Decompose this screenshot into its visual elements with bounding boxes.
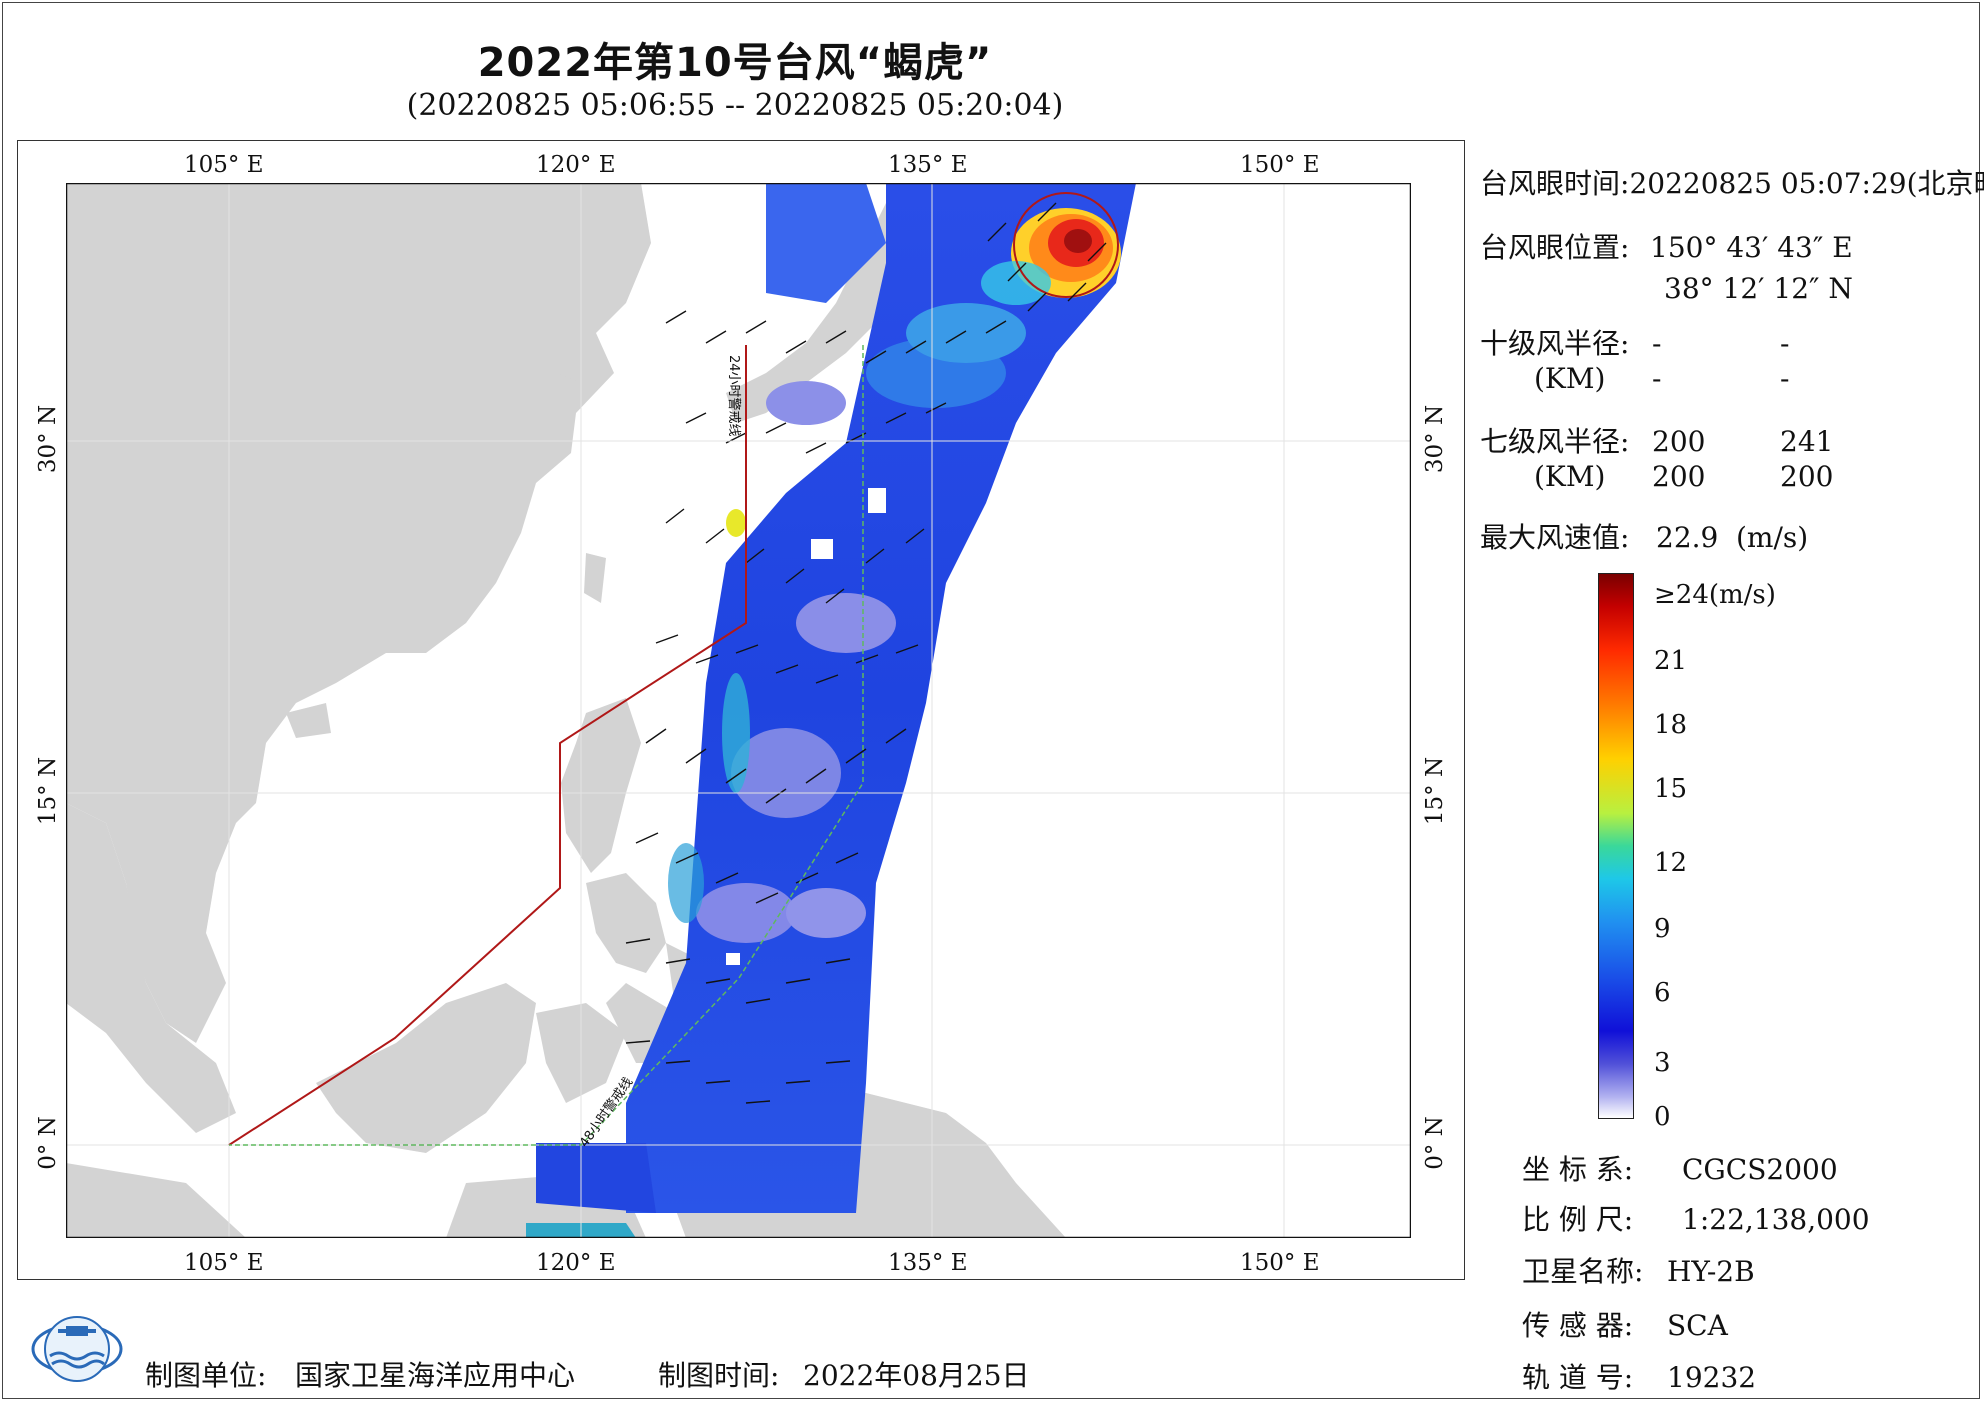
r7-value-sw: 200 xyxy=(1652,460,1706,493)
colorbar-tick-15: 15 xyxy=(1654,774,1688,804)
scale-row: 比 例 尺: 1:22,138,000 xyxy=(1522,1198,1870,1238)
colorbar-tick-0: 0 xyxy=(1654,1102,1671,1132)
r7-unit: (KM) xyxy=(1534,460,1606,493)
wind-barbs xyxy=(625,202,1107,1104)
scale-label: 比 例 尺: xyxy=(1522,1203,1634,1236)
time-range: (20220825 05:06:55 -- 20220825 05:20:04) xyxy=(406,88,1064,123)
max-wind-unit: (m/s) xyxy=(1736,521,1809,554)
r10-unit: (KM) xyxy=(1534,362,1606,395)
orbit-row: 轨 道 号: 19232 xyxy=(1522,1356,1756,1396)
colorbar-tick-3: 3 xyxy=(1654,1048,1671,1078)
warning-line-24h xyxy=(228,345,747,1146)
colorbar-tick-12: 12 xyxy=(1654,848,1688,878)
coord-system-row: 坐 标 系: CGCS2000 xyxy=(1522,1148,1838,1188)
colorbar-tick-21: 21 xyxy=(1654,646,1688,676)
sensor-value: SCA xyxy=(1667,1309,1728,1342)
lon-tick-bottom-135: 135° E xyxy=(888,1250,968,1276)
r7-value-se: 241 xyxy=(1780,425,1834,458)
lon-tick-top-120: 120° E xyxy=(536,152,616,178)
nsoas-logo xyxy=(31,1316,123,1382)
r7-value-nw: 200 xyxy=(1780,460,1834,493)
lat-tick-right-15: 15° N xyxy=(1422,756,1448,826)
coord-system-value: CGCS2000 xyxy=(1682,1153,1838,1186)
warning-24h-label: 24小时警戒线 xyxy=(726,355,742,437)
eye-lon-value: 150° 43′ 43″ E xyxy=(1650,231,1853,264)
r10-row: 十级风半径: - - xyxy=(1480,322,1789,362)
lat-tick-left-15: 15° N xyxy=(35,756,61,826)
eye-lat-value: 38° 12′ 12″ N xyxy=(1664,272,1853,305)
colorbar-tick-6: 6 xyxy=(1654,978,1671,1008)
eye-position-row: 台风眼位置: 150° 43′ 43″ E xyxy=(1480,226,1853,266)
lon-tick-top-135: 135° E xyxy=(888,152,968,178)
sensor-label: 传 感 器: xyxy=(1522,1309,1634,1342)
wind-speed-colorbar xyxy=(1598,573,1634,1119)
production-date-row: 制图时间: 2022年08月25日 xyxy=(658,1354,1030,1394)
lon-tick-bottom-105: 105° E xyxy=(184,1250,264,1276)
lat-tick-left-30: 30° N xyxy=(35,404,61,474)
r7-row: 七级风半径: 200 241 xyxy=(1480,420,1833,460)
colorbar-tick-18: 18 xyxy=(1654,710,1688,740)
r7-value-ne: 200 xyxy=(1652,425,1706,458)
r10-value-ne: - xyxy=(1652,327,1662,360)
wind-field-map: 24小时警戒线 48小时警戒线 xyxy=(66,183,1411,1238)
coord-system-label: 坐 标 系: xyxy=(1522,1153,1634,1186)
orbit-value: 19232 xyxy=(1667,1361,1757,1394)
r10-value-nw: - xyxy=(1780,362,1790,395)
graticule xyxy=(66,183,1411,1238)
orbit-label: 轨 道 号: xyxy=(1522,1361,1634,1394)
r10-label: 十级风半径: xyxy=(1480,327,1630,360)
max-wind-row: 最大风速值: 22.9 (m/s) xyxy=(1480,516,1808,556)
warning-line-48h xyxy=(229,345,864,1146)
producer-label: 制图单位: xyxy=(145,1359,267,1392)
satellite-row: 卫星名称: HY-2B xyxy=(1522,1250,1755,1290)
lon-tick-bottom-120: 120° E xyxy=(536,1250,616,1276)
scale-value: 1:22,138,000 xyxy=(1682,1203,1870,1236)
eye-time-label: 台风眼时间: xyxy=(1480,167,1630,200)
satellite-label: 卫星名称: xyxy=(1522,1255,1644,1288)
eye-time-row: 台风眼时间:20220825 05:07:29(北京时) xyxy=(1480,162,1984,202)
r10-unit-row: (KM) - - xyxy=(1534,362,1789,395)
lon-tick-bottom-150: 150° E xyxy=(1240,1250,1320,1276)
producer-value: 国家卫星海洋应用中心 xyxy=(295,1359,576,1392)
map-outer-frame xyxy=(17,140,1465,1280)
lat-tick-right-30: 30° N xyxy=(1422,404,1448,474)
satellite-value: HY-2B xyxy=(1667,1255,1755,1288)
max-wind-value: 22.9 xyxy=(1656,521,1719,554)
eye-pos-label: 台风眼位置: xyxy=(1480,231,1630,264)
eye-time-value: 20220825 05:07:29(北京时) xyxy=(1629,167,1984,200)
map-title: 2022年第10号台风“蝎虎” xyxy=(477,40,993,86)
lon-tick-top-105: 105° E xyxy=(184,152,264,178)
max-wind-label: 最大风速值: xyxy=(1480,521,1630,554)
r10-value-sw: - xyxy=(1652,362,1662,395)
producer-row: 制图单位: 国家卫星海洋应用中心 xyxy=(145,1354,575,1394)
lat-tick-left-0: 0° N xyxy=(35,1116,61,1170)
lat-tick-right-0: 0° N xyxy=(1422,1116,1448,1170)
colorbar-top-label: ≥24(m/s) xyxy=(1654,580,1776,610)
colorbar-tick-9: 9 xyxy=(1654,914,1671,944)
r7-label: 七级风半径: xyxy=(1480,425,1630,458)
lon-tick-top-150: 150° E xyxy=(1240,152,1320,178)
production-date-label: 制图时间: xyxy=(658,1359,780,1392)
r10-value-se: - xyxy=(1780,327,1790,360)
sensor-row: 传 感 器: SCA xyxy=(1522,1304,1728,1344)
production-date-value: 2022年08月25日 xyxy=(803,1359,1030,1392)
r7-unit-row: (KM) 200 200 xyxy=(1534,460,1833,493)
